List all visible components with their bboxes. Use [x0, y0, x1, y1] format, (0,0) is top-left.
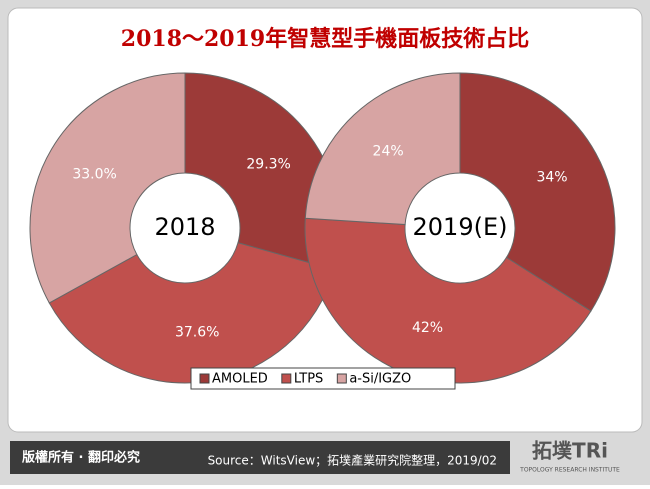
donut-segment — [459, 72, 616, 312]
legend-label: a-Si/IGZO — [349, 372, 411, 387]
legend-label: LTPS — [294, 372, 324, 387]
source: Source：WitsView；拓墣產業研究院整理，2019/02 — [208, 453, 497, 468]
charts: 29.3% 37.6% 33.0% 2018 34% 42% 24% 2019(E) — [29, 72, 616, 384]
logo: 拓墣TRi — [532, 439, 608, 463]
legend-box — [190, 367, 456, 390]
rights: 版權所有 · 翻印必究 — [22, 450, 140, 466]
data-label: 37.6% — [175, 324, 219, 340]
donut-segment — [304, 217, 592, 384]
center-label: 2018 — [154, 213, 215, 241]
data-label: 34% — [536, 169, 567, 185]
legend-swatch — [199, 373, 210, 384]
data-label: 33.0% — [72, 167, 116, 183]
donut-segment — [304, 72, 461, 226]
data-label: 29.3% — [246, 157, 290, 173]
data-label: 24% — [373, 143, 404, 159]
data-label: 42% — [412, 320, 443, 336]
donut-segment — [48, 242, 335, 384]
center-label: 2019(E) — [413, 213, 508, 241]
footer-bar — [10, 441, 510, 474]
chart-title: 2018～2019年智慧型手機面板技術占比 — [121, 26, 529, 52]
legend-swatch — [281, 373, 292, 384]
legend-label: AMOLED — [212, 372, 268, 387]
legend-swatch — [336, 373, 347, 384]
donut-segment — [29, 72, 186, 304]
legend: AMOLED LTPS a-Si/IGZO — [190, 367, 456, 390]
logo-sub: TOPOLOGY RESEARCH INSTITUTE — [519, 467, 620, 474]
